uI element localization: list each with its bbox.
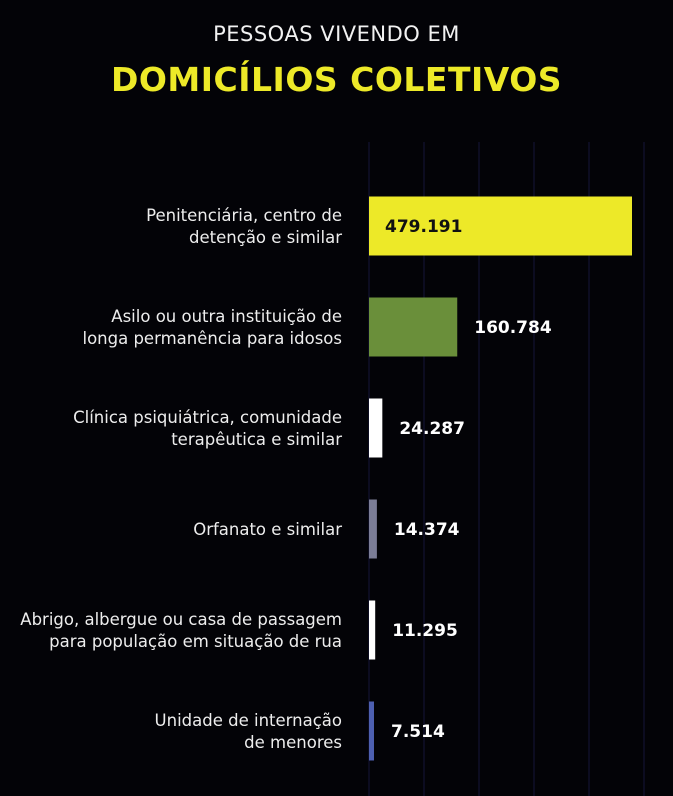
bar-4 xyxy=(369,499,377,559)
chart-subtitle: PESSOAS VIVENDO EM xyxy=(213,22,460,46)
bar-3 xyxy=(369,398,383,458)
category-label-3: Clínica psiquiátrica, comunidade terapêut… xyxy=(73,408,342,449)
value-label-4: 14.374 xyxy=(394,520,460,540)
value-label-1: 479.191 xyxy=(385,217,462,237)
bar-5 xyxy=(369,600,376,660)
category-label-4: Orfanato e similar xyxy=(193,520,342,539)
value-label-3: 24.287 xyxy=(399,419,465,439)
category-label-1: Penitenciária, centro de detenção e simil… xyxy=(146,206,342,247)
bar-6 xyxy=(369,701,374,761)
value-label-2: 160.784 xyxy=(474,318,552,338)
value-label-6: 7.514 xyxy=(391,722,445,742)
bar-2 xyxy=(369,297,458,357)
chart-title: DOMICÍLIOS COLETIVOS xyxy=(110,60,563,99)
bar-1 xyxy=(369,196,632,256)
category-label-5: Abrigo, albergue ou casa de passagem para… xyxy=(20,610,342,651)
value-label-5: 11.295 xyxy=(392,621,458,641)
category-label-2: Asilo ou outra instituição de longa perma… xyxy=(82,307,342,348)
category-label-6: Unidade de internação de menores xyxy=(155,711,342,752)
